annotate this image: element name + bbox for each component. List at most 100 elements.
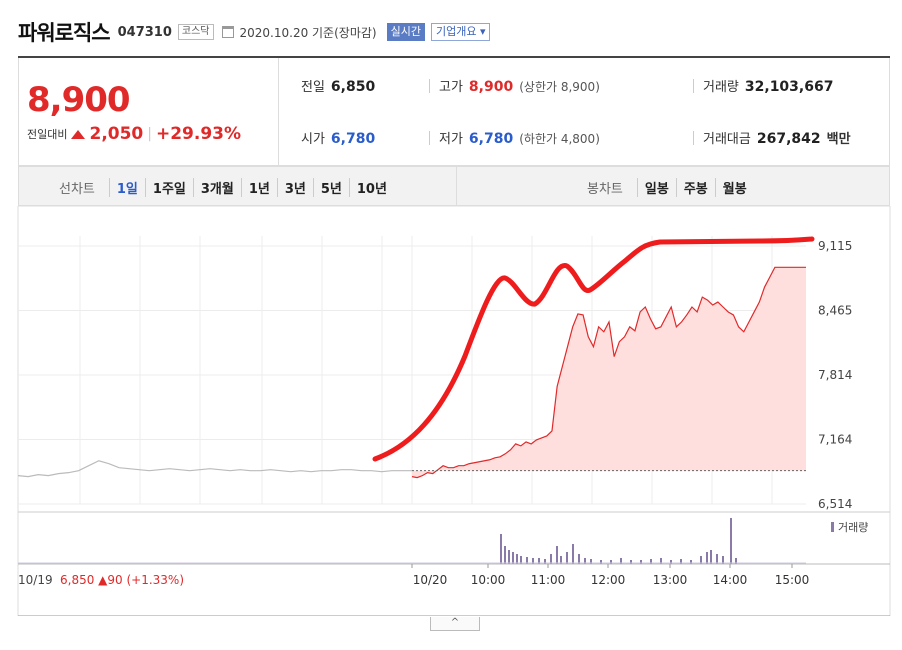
divider [429,79,430,93]
y-tick-label: 8,465 [818,304,852,318]
prev-day-date: 10/19 [18,573,53,587]
volume-bar [504,546,506,564]
tab-1y[interactable]: 1년 [240,178,277,197]
divider [429,131,430,145]
volume-bar [526,557,528,564]
y-tick-label: 7,164 [818,433,852,447]
volume-bar [516,554,518,564]
tab-3m[interactable]: 3개월 [192,178,241,197]
stock-name: 파워로직스 [18,21,111,45]
volume-bar [572,544,574,564]
high-value: 8,900 [468,79,514,95]
volume-bar [670,560,672,564]
price-summary: 8,900 전일대비 2,050 | +29.93% 전일 6,850 고가 8… [18,58,890,166]
tab-1w[interactable]: 1주일 [144,178,193,197]
stock-header: 파워로직스 047310 코스닥 2020.10.20 기준(장마감) 실시간 … [18,18,491,46]
volume-bar [520,556,522,564]
tab-5y[interactable]: 5년 [312,178,349,197]
volume-bar [500,534,502,564]
prev-day-summary: 6,850 ▲90 (+1.33%) [60,573,184,587]
x-tick-label: 11:00 [531,573,566,587]
volume-legend: 거래량 [838,521,868,534]
prev-close-value: 6,850 [330,79,376,95]
open-price: 시가 6,780 [301,128,375,147]
tab-1d[interactable]: 1일 [108,178,145,197]
chart-frame [17,206,891,616]
stock-code: 047310 [117,24,172,40]
intraday-chart[interactable]: 9,115 8,465 7,814 7,164 6,514 10/20 10:00 11:0… [0,206,902,616]
divider [693,79,694,93]
x-tick-label: 12:00 [591,573,626,587]
y-tick-label: 9,115 [818,239,852,253]
price-area-series [411,266,806,479]
line-chart-label: 선차트 [59,182,95,197]
change-amount: 2,050 [89,124,144,144]
high-label: 고가 [439,80,463,95]
volume-bar [735,558,737,564]
turnover-value: 267,842 [756,131,821,147]
volume-bar [722,556,724,564]
change-percent: +29.93% [155,124,242,144]
up-arrow-icon [71,129,86,139]
prev-day-series [17,460,412,478]
volume-value: 32,103,667 [744,79,834,95]
volume-bar [620,558,622,564]
volume-bars [18,518,806,564]
volume-bar [710,550,712,564]
lower-limit: (하한가 4,800) [519,132,600,146]
company-overview-dropdown[interactable]: 기업개요 ▾ [430,23,491,41]
header-divider [18,56,890,58]
volume-bar [556,546,558,564]
volume-bar [538,558,540,564]
open-value: 6,780 [330,131,376,147]
volume-bar [544,559,546,564]
hand-drawn-annotation-curve [372,236,815,462]
price-change: 전일대비 2,050 | +29.93% [27,124,241,144]
volume-bar [532,558,534,564]
realtime-button[interactable]: 실시간 [386,23,425,41]
volume-bar [578,554,580,564]
turnover-unit: 백만 [826,132,851,147]
price-area-fill [412,267,806,478]
volume-bar [600,560,602,564]
collapse-chart-button[interactable]: ^ [430,617,480,631]
tab-10y[interactable]: 10년 [348,178,394,197]
volume-bar [700,556,702,564]
volume-bar [716,554,718,564]
price-line [411,266,806,479]
day-high: 고가 8,900 (상한가 8,900) [439,76,600,95]
low-label: 저가 [439,132,463,147]
day-low: 저가 6,780 (하한가 4,800) [439,128,600,147]
market-badge: 코스닥 [177,24,214,40]
chart-period-tabs: 선차트 1일 1주일 3개월 1년 3년 5년 10년 봉차트 일봉 주봉 월봉 [18,166,890,206]
volume-bar [690,560,692,564]
prev-day-line [17,460,412,478]
prev-close: 전일 6,850 [301,76,375,95]
volume-bar [512,552,514,564]
volume-bar [630,560,632,564]
volume-bar [566,552,568,564]
tab-daily-candle[interactable]: 일봉 [636,178,676,197]
tab-3y[interactable]: 3년 [276,178,313,197]
change-label: 전일대비 [27,128,68,141]
volume-bar [550,554,552,564]
turnover: 거래대금 267,842 백만 [703,128,851,147]
separator: | [147,126,152,142]
volume-legend-swatch [831,522,834,532]
open-label: 시가 [301,132,325,147]
volume-bar [730,518,732,564]
candle-chart-label: 봉차트 [587,182,623,197]
divider [693,131,694,145]
x-tick-label: 15:00 [775,573,810,587]
tab-monthly-candle[interactable]: 월봉 [714,178,754,197]
upper-limit: (상한가 8,900) [519,80,600,94]
volume-label: 거래량 [703,80,739,95]
volume-bar [680,559,682,564]
low-value: 6,780 [468,131,514,147]
x-tick-label: 13:00 [653,573,688,587]
current-price: 8,900 [27,80,131,120]
y-axis: 9,115 8,465 7,814 7,164 6,514 [818,239,852,511]
tab-weekly-candle[interactable]: 주봉 [675,178,715,197]
x-tick-label: 14:00 [713,573,748,587]
volume-bar [660,558,662,564]
